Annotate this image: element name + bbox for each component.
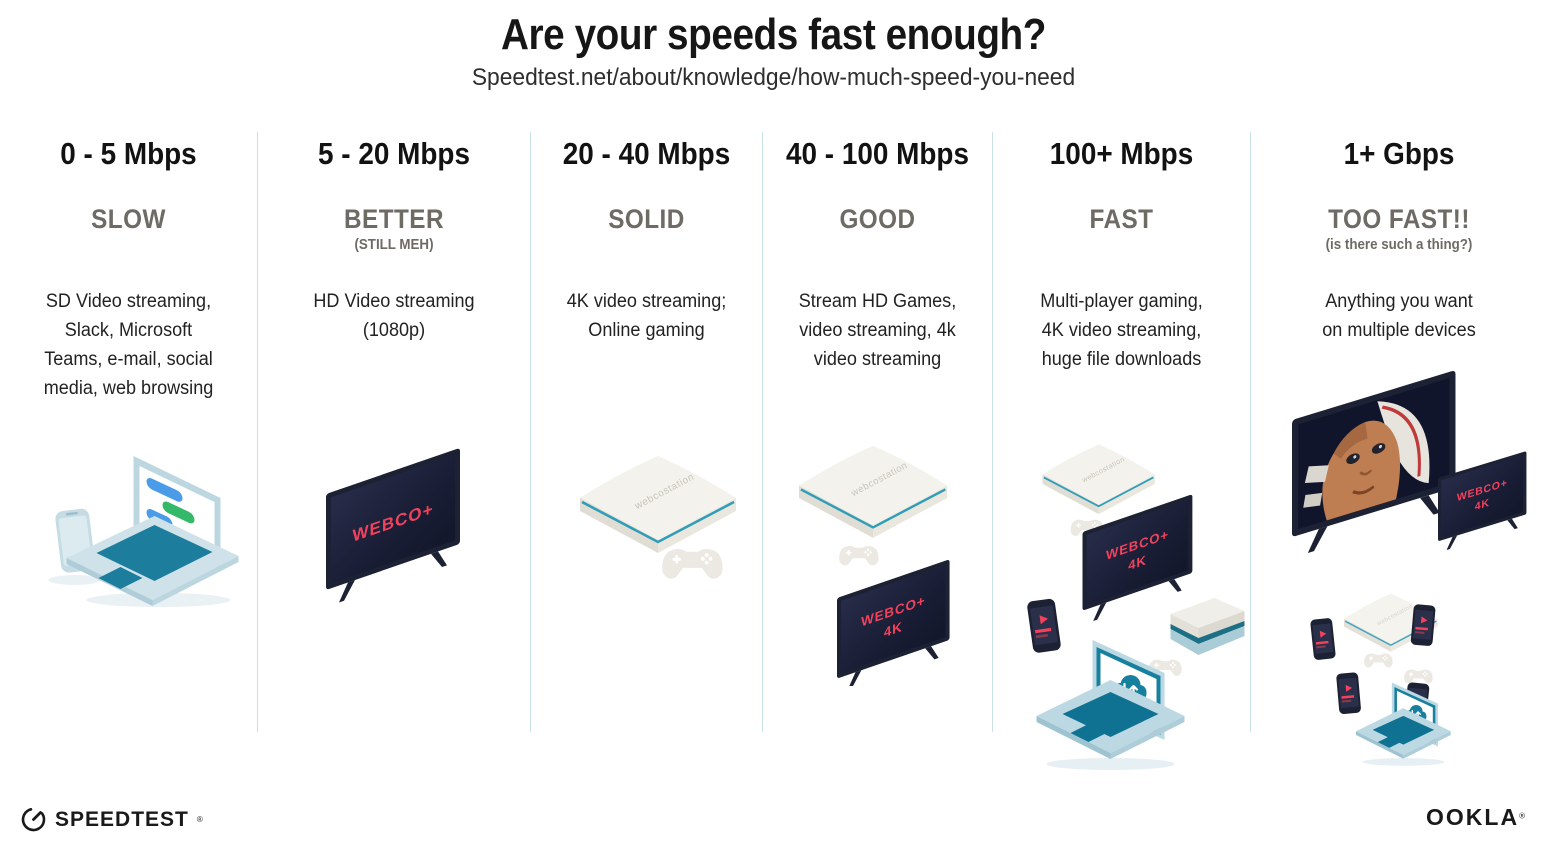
- speed-columns: 0 - 5 Mbps SLOW SD Video streaming, Slac…: [0, 132, 1547, 770]
- chat-bubble-green-icon: [162, 501, 194, 524]
- chat-bubble-blue-icon: [146, 477, 182, 502]
- speed-range: 0 - 5 Mbps: [60, 136, 197, 171]
- speed-range: 20 - 40 Mbps: [562, 136, 731, 171]
- speed-rating-note: (is there such a thing?): [1325, 237, 1473, 253]
- smartphone-video-icon: [1410, 604, 1436, 647]
- speed-description: Multi-player gaming, 4K video streaming,…: [1040, 291, 1203, 370]
- laptop-download-icon: [1034, 638, 1186, 770]
- gamepad-icon: [661, 549, 723, 579]
- speed-description: SD Video streaming, Slack, Microsoft Tea…: [43, 291, 214, 399]
- speed-description: Stream HD Games, video streaming, 4k vid…: [798, 291, 957, 370]
- speed-rating: GOOD: [839, 204, 916, 234]
- speed-rating: SOLID: [608, 204, 685, 234]
- speed-column-20-40-mbps: 20 - 40 Mbps SOLID 4K video streaming; O…: [530, 132, 762, 732]
- speedtest-trademark: ®: [196, 815, 203, 824]
- laptop-chat-illustration: [48, 456, 238, 607]
- speed-range: 5 - 20 Mbps: [318, 136, 470, 171]
- smartphone-video-icon: [1336, 672, 1362, 715]
- speed-rating: TOO FAST!!: [1328, 204, 1470, 234]
- speed-range: 40 - 100 Mbps: [786, 136, 969, 171]
- game-console-icon: webcostation: [578, 454, 737, 555]
- page-subtitle-url: Speedtest.net/about/knowledge/how-much-s…: [471, 64, 1076, 91]
- smartphone-video-icon: [1026, 598, 1061, 654]
- game-console-icon: webcostation: [797, 444, 948, 540]
- gamepad-icon: [1364, 653, 1393, 668]
- tv-4k-label: 4K: [1475, 497, 1490, 513]
- speed-rating: SLOW: [91, 204, 166, 234]
- speed-column-40-100-mbps: 40 - 100 Mbps GOOD Stream HD Games, vide…: [762, 132, 992, 732]
- tv-4k-label: 4K: [1128, 552, 1146, 573]
- speed-rating: FAST: [1089, 204, 1154, 234]
- speedtest-logo: SPEEDTEST ®: [20, 806, 203, 833]
- speed-range: 1+ Gbps: [1343, 136, 1455, 171]
- tv-icon: WEBCO+: [326, 447, 460, 607]
- tv-icon: WEBCO+ 4K: [1438, 450, 1527, 553]
- tv-4k-label: 4K: [883, 618, 902, 640]
- shadow: [48, 575, 100, 585]
- ookla-logo: OOKLA®: [1426, 804, 1525, 831]
- big-movie-tv-icon: [1292, 370, 1456, 558]
- speed-description: 4K video streaming; Online gaming: [566, 291, 727, 341]
- speed-range: 100+ Mbps: [1049, 136, 1194, 171]
- speedtest-wordmark: SPEEDTEST: [55, 807, 189, 831]
- infographic-header: Are your speeds fast enough? Speedtest.n…: [0, 0, 1547, 92]
- many-devices-illustration: WEBCO+ 4K webcostation: [1292, 370, 1527, 767]
- laptop-download-icon: [1355, 681, 1452, 767]
- smartphone-video-icon: [1310, 617, 1336, 661]
- speed-rating: BETTER: [344, 204, 444, 234]
- speed-rating-note: (STILL MEH): [354, 237, 434, 253]
- multi-device-illustration: webcostation WEBCO+ 4K: [1026, 443, 1244, 770]
- laptop-icon: [66, 456, 238, 606]
- tv-icon: WEBCO+ 4K: [836, 559, 950, 686]
- ookla-wordmark: OOKLA: [1426, 804, 1520, 830]
- playstation-console-icon: [1170, 598, 1244, 655]
- speed-column-100plus-mbps: 100+ Mbps FAST Multi-player gaming, 4K v…: [992, 132, 1250, 770]
- astronaut-face-image: [1298, 377, 1450, 530]
- speed-column-1plus-gbps: 1+ Gbps TOO FAST!! (is there such a thin…: [1250, 132, 1547, 767]
- page-title: Are your speeds fast enough?: [501, 10, 1046, 59]
- console-and-4k-tv-illustration: webcostation WEBCO+ 4K: [797, 444, 950, 686]
- speed-description: HD Video streaming (1080p): [313, 291, 475, 341]
- tv-icon: WEBCO+ 4K: [1082, 494, 1192, 625]
- speedtest-gauge-icon: [21, 807, 46, 832]
- ookla-trademark: ®: [1519, 811, 1525, 821]
- game-console-icon: webcostation: [1343, 592, 1439, 653]
- game-console-icon: webcostation: [1041, 443, 1156, 516]
- gamepad-icon: [1404, 669, 1433, 684]
- webco-tv-illustration: WEBCO+: [326, 447, 460, 607]
- speed-column-5-20-mbps: 5 - 20 Mbps BETTER (STILL MEH) HD Video …: [257, 132, 530, 732]
- speed-description: Anything you want on multiple devices: [1322, 291, 1476, 341]
- game-console-illustration: webcostation: [578, 454, 737, 579]
- speed-column-0-5-mbps: 0 - 5 Mbps SLOW SD Video streaming, Slac…: [0, 132, 257, 732]
- gamepad-icon: [838, 545, 879, 566]
